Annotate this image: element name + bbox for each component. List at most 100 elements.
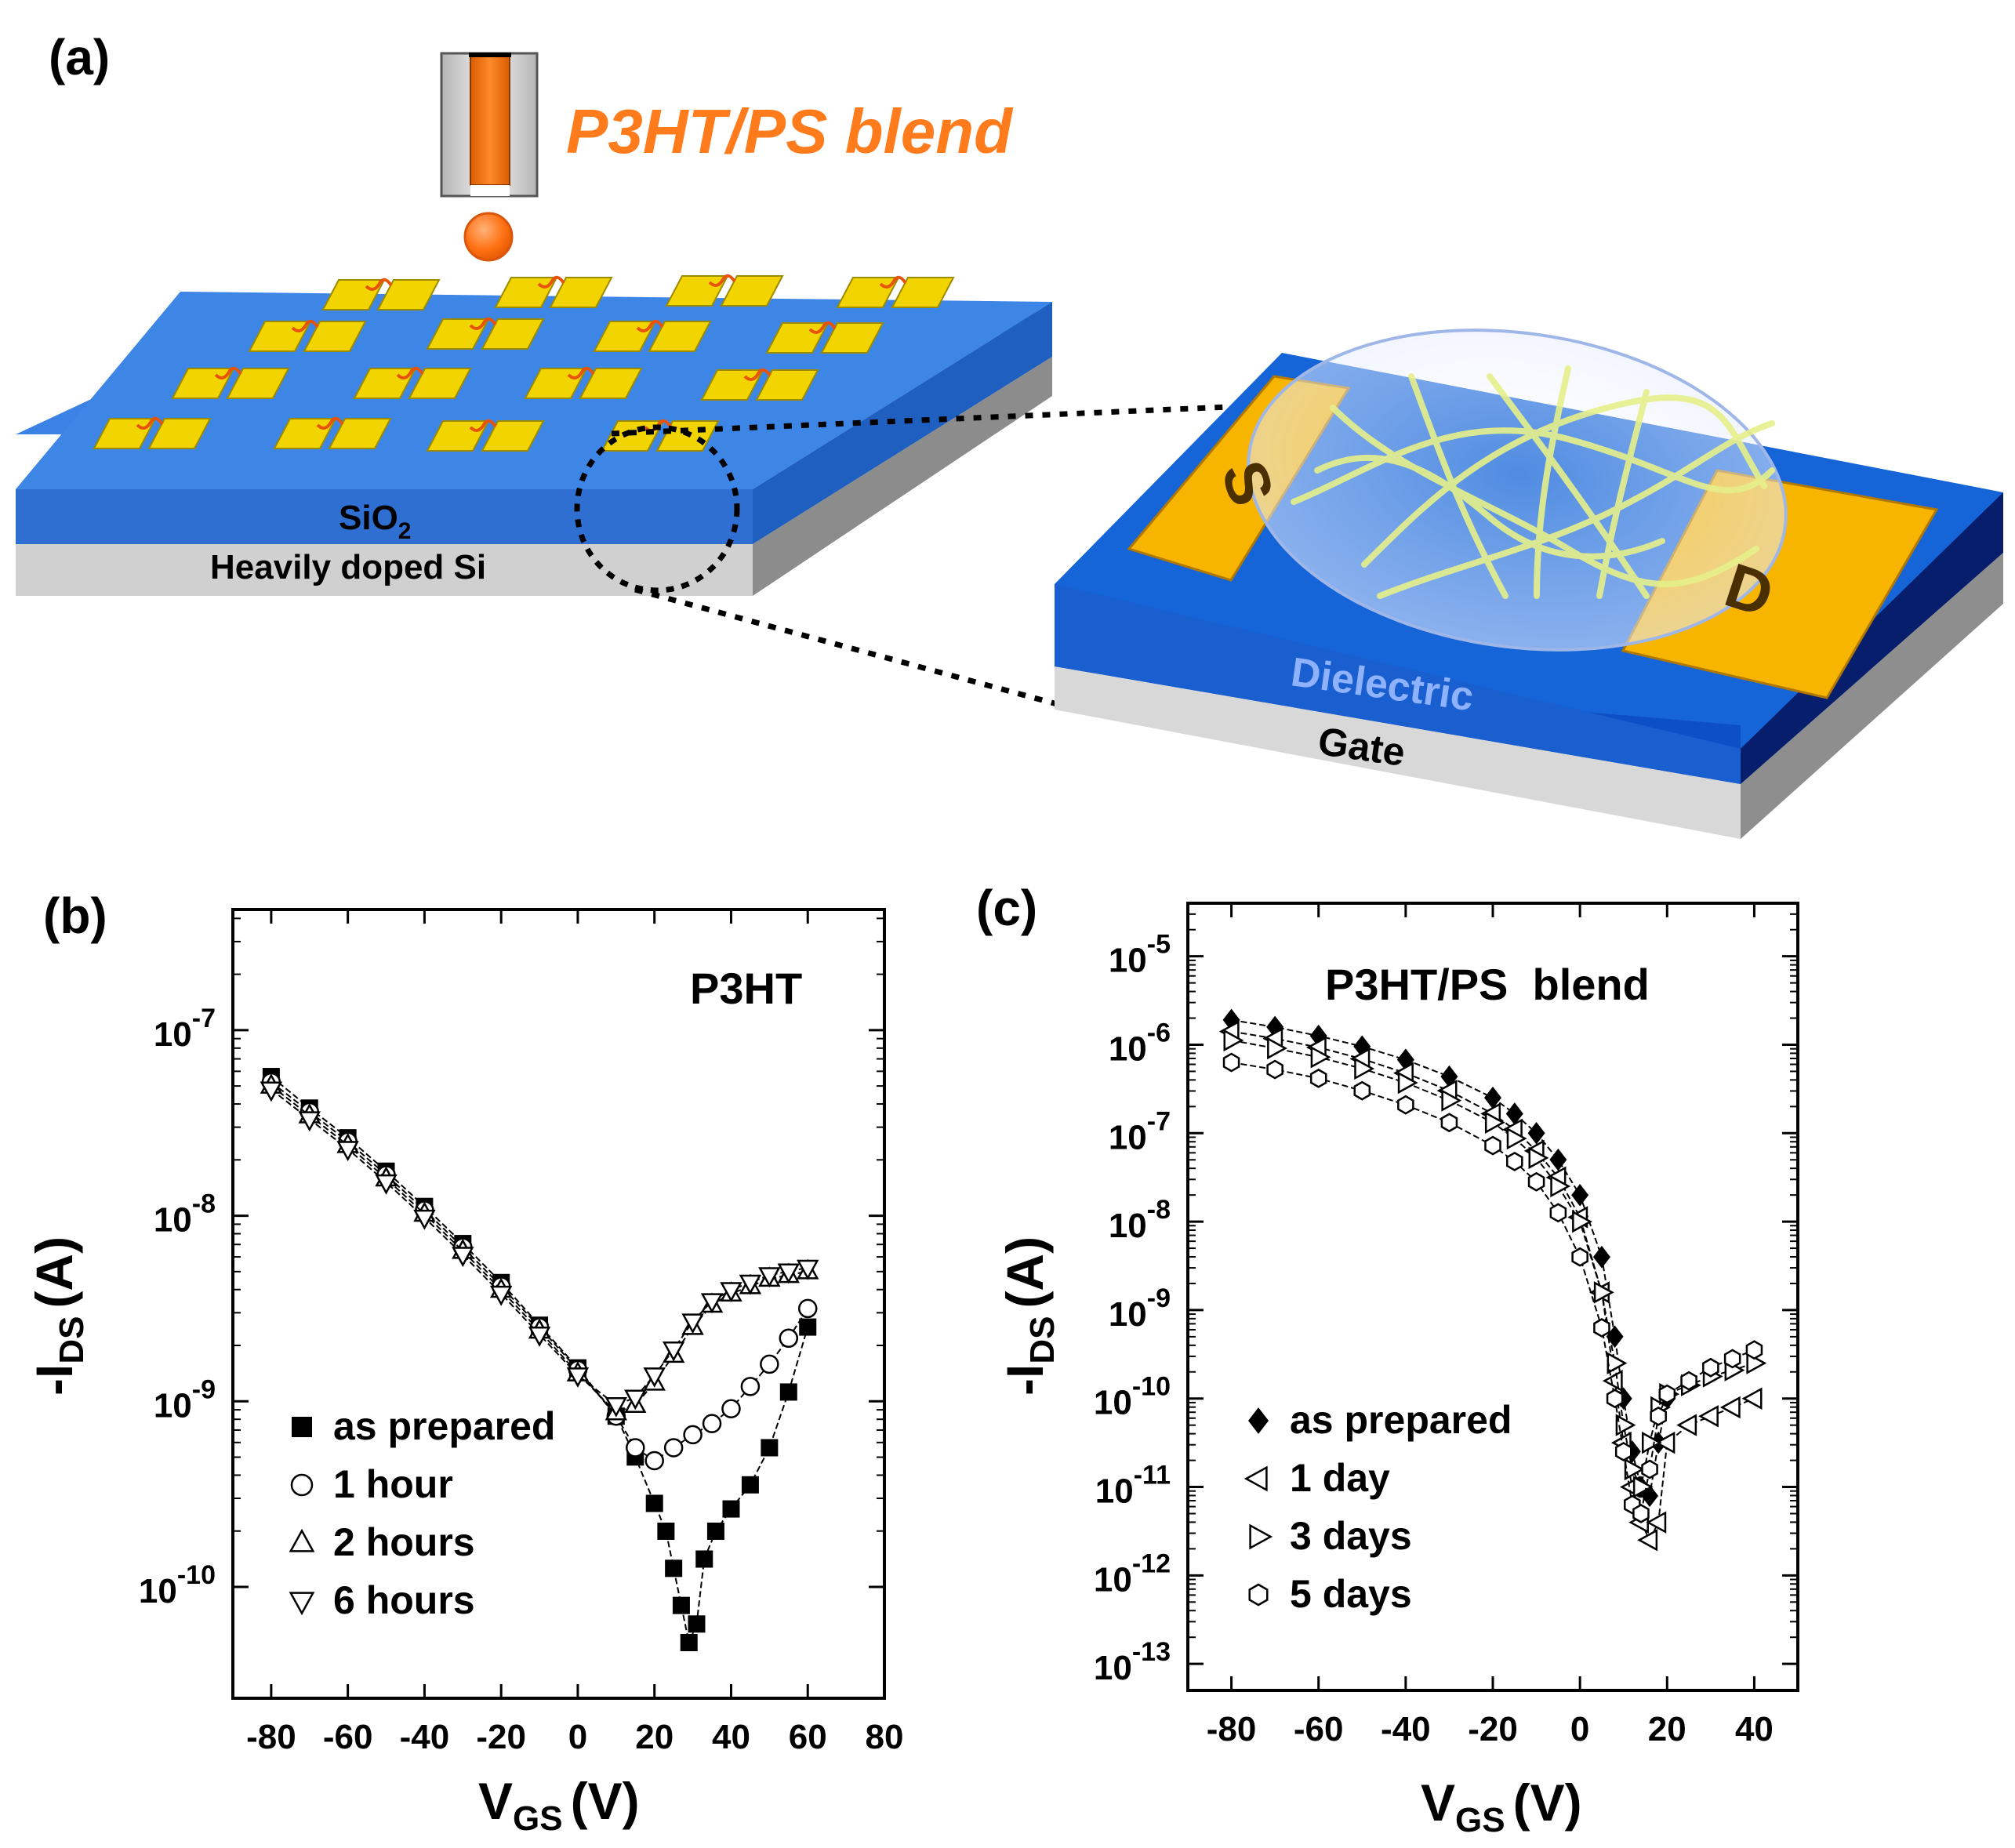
data-point [1222, 1052, 1240, 1073]
data-point [1440, 1113, 1458, 1133]
chart-title-c: P3HT/PS blend [1325, 960, 1650, 1009]
data-point [1353, 1080, 1371, 1101]
electrode-pad [328, 418, 392, 449]
x-tick-label: 0 [1570, 1710, 1589, 1748]
data-point [739, 1274, 762, 1295]
x-tick-label: 20 [1648, 1710, 1686, 1748]
data-point [797, 1298, 818, 1319]
data-point [644, 1450, 664, 1471]
data-point [1641, 1459, 1658, 1479]
data-point [1614, 1441, 1632, 1461]
data-point [688, 1615, 706, 1633]
data-point [413, 1209, 436, 1230]
data-point [1505, 1102, 1523, 1125]
data-point [1741, 1387, 1763, 1410]
data-point [740, 1377, 761, 1396]
semiconductor-trace [396, 366, 424, 379]
data-point [626, 1438, 645, 1458]
x-tick-label: 40 [1735, 1710, 1774, 1748]
semiconductor-film [1247, 329, 1788, 652]
data-point [1646, 1511, 1667, 1534]
data-point [680, 1633, 698, 1651]
panel-a-schematic: (a) P3HT/PS blend SiO2 Heavily doped Si [16, 29, 2003, 839]
data-point [700, 1293, 724, 1314]
substrate-top-label: SiO2 [339, 499, 411, 544]
zoom-line-bottom [634, 586, 1058, 707]
legend-label: 2 hours [333, 1520, 475, 1564]
electrode-pad [481, 318, 545, 350]
data-point [1571, 1247, 1588, 1267]
data-point [721, 1399, 741, 1418]
x-tick-label: -60 [323, 1718, 373, 1756]
legend-label: 6 hours [333, 1578, 475, 1622]
legend-marker [289, 1592, 315, 1616]
data-point [1676, 1414, 1697, 1436]
x-tick-label: 20 [635, 1718, 673, 1756]
data-point [1593, 1281, 1614, 1304]
data-point [1680, 1371, 1697, 1391]
legend-marker [289, 1528, 315, 1552]
x-tick-label: -40 [400, 1718, 450, 1756]
x-tick-label: 60 [789, 1718, 827, 1756]
data-point [298, 1111, 321, 1132]
data-point [662, 1341, 685, 1362]
nozzle-icon [440, 52, 539, 198]
panel-label-b: (b) [43, 888, 107, 944]
data-point [702, 1414, 722, 1433]
series-line [1231, 1062, 1755, 1516]
y-tick-label: 10-11 [1095, 1461, 1171, 1511]
data-point [760, 1354, 779, 1374]
electrode-pad [226, 368, 290, 399]
y-tick-label: 10-6 [1109, 1018, 1171, 1068]
axes-c: -80 -60 -40 -20 0 20 40 10-5 10-6 10-7 10-8 10-9 10-… [1094, 903, 1798, 1748]
y-tick-label: 10-9 [1109, 1283, 1171, 1334]
data-point [1527, 1122, 1545, 1145]
electrode-pad [549, 277, 613, 308]
nanofiber-network [1291, 365, 1775, 599]
legend-marker [1243, 1465, 1268, 1492]
semiconductor-trace [708, 274, 736, 287]
data-point [645, 1494, 663, 1512]
data-point [777, 1263, 801, 1284]
data-point [797, 1259, 819, 1280]
data-point [741, 1476, 759, 1494]
electrode-pad [755, 369, 819, 401]
data-point [657, 1522, 675, 1540]
panel-label-a: (a) [49, 29, 110, 85]
data-point [663, 1438, 684, 1458]
device-closeup: S D Dielectric Gate [1055, 329, 2003, 839]
y-tick-label: 10-7 [1109, 1106, 1171, 1156]
data-point [1484, 1111, 1505, 1134]
semiconductor-trace [469, 317, 497, 330]
data-point [672, 1596, 690, 1614]
legend-label: as prepared [333, 1404, 555, 1448]
data-point [1658, 1384, 1676, 1404]
data-point [1719, 1396, 1741, 1419]
electrode-pad [303, 321, 367, 352]
data-point [1528, 1146, 1549, 1170]
electrode-pad [820, 322, 884, 354]
x-tick-label: -80 [1207, 1710, 1257, 1748]
semiconductor-trace [879, 275, 907, 289]
y-tick-label: 10-8 [154, 1189, 216, 1240]
electrode-pad [147, 418, 212, 449]
data-point [1745, 1340, 1763, 1360]
legend-label: as prepared [1290, 1398, 1512, 1442]
x-tick-label: -80 [246, 1718, 296, 1756]
substrate-bottom-label: Heavily doped Si [210, 548, 486, 586]
data-point [643, 1367, 666, 1388]
data-point [260, 1081, 283, 1102]
magnifier-circle [574, 424, 740, 594]
data-point [1506, 1127, 1527, 1150]
legend-label: 3 days [1290, 1514, 1412, 1558]
data-point [452, 1247, 474, 1268]
data-point [1654, 1431, 1676, 1454]
data-point [1223, 1029, 1244, 1052]
data-point [665, 1559, 683, 1578]
y-tick-label: 10-8 [1109, 1195, 1171, 1245]
data-point [695, 1550, 713, 1568]
data-point [1397, 1071, 1418, 1095]
data-point [1606, 1389, 1624, 1409]
data-series-c [1218, 1008, 1767, 1552]
